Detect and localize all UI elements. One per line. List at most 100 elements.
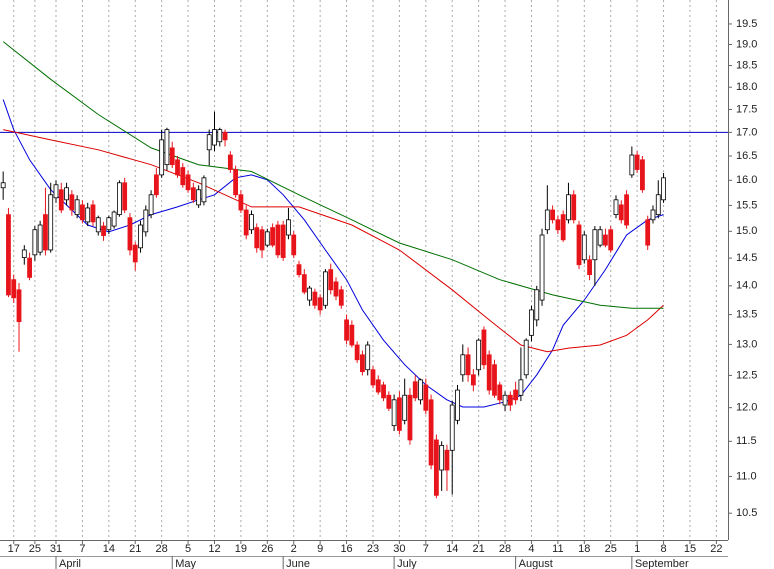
candle-body xyxy=(645,219,651,246)
month-label: June xyxy=(286,558,310,569)
candle-body xyxy=(581,234,587,261)
candle-body xyxy=(64,187,69,201)
candle-body xyxy=(476,339,482,371)
candle-body xyxy=(333,281,339,297)
x-tick-label: 2 xyxy=(291,543,297,555)
candle-body xyxy=(275,224,281,256)
x-tick-label: 26 xyxy=(261,543,273,555)
moving-average-line xyxy=(2,41,664,309)
candle-body xyxy=(69,194,75,211)
candle-body xyxy=(90,204,96,223)
x-tick-label: 8 xyxy=(660,543,666,555)
candle-body xyxy=(465,354,471,376)
candle-body xyxy=(566,194,571,221)
candle-body xyxy=(603,234,608,246)
x-tick-label: 25 xyxy=(29,543,41,555)
candle-body xyxy=(307,287,312,301)
y-tick-label: 13.0 xyxy=(736,338,757,350)
x-tick-label: 4 xyxy=(528,543,534,555)
candle-body xyxy=(608,229,614,251)
candle-body xyxy=(624,194,629,226)
candle-body xyxy=(286,219,291,236)
candle-body xyxy=(534,289,540,321)
candle-body xyxy=(48,194,54,251)
moving-average-line xyxy=(3,129,664,353)
candle-body xyxy=(349,324,355,346)
month-label: May xyxy=(175,558,196,569)
candle-body xyxy=(433,439,439,496)
candle-body xyxy=(629,154,635,176)
candle-body xyxy=(571,194,577,221)
candle-body xyxy=(412,381,418,399)
candle-body xyxy=(518,379,524,396)
candle-body xyxy=(201,177,207,203)
candle-body xyxy=(507,394,513,406)
candle-body xyxy=(513,389,519,401)
candle-body xyxy=(587,259,592,276)
candle-body xyxy=(344,319,349,341)
candle-body xyxy=(16,289,22,323)
month-label: August xyxy=(519,558,553,569)
y-tick-label: 14.5 xyxy=(736,252,757,264)
candle-body xyxy=(164,129,170,166)
candle-body xyxy=(212,129,217,146)
candle-body xyxy=(6,214,11,296)
candle-body xyxy=(95,217,101,233)
candle-body xyxy=(58,189,64,211)
x-tick-label: 5 xyxy=(185,543,191,555)
candle-body xyxy=(423,384,429,411)
candle-body xyxy=(243,209,249,236)
candle-body xyxy=(492,364,497,396)
x-tick-label: 21 xyxy=(129,543,141,555)
x-tick-label: 30 xyxy=(393,543,405,555)
candle-body xyxy=(328,269,334,291)
y-tick-label: 17.5 xyxy=(736,103,757,115)
x-tick-label: 22 xyxy=(710,543,722,555)
candle-body xyxy=(74,199,80,216)
candle-body xyxy=(233,169,239,196)
candle-body xyxy=(640,159,645,191)
x-tick-label: 17 xyxy=(8,543,20,555)
candle-body xyxy=(396,397,402,431)
candle-body xyxy=(132,244,138,263)
candle-body xyxy=(370,369,376,386)
candle-body xyxy=(555,219,561,231)
candle-body xyxy=(655,194,661,216)
candle-body xyxy=(227,154,233,170)
candle-body xyxy=(106,217,112,231)
candle-body xyxy=(439,445,445,471)
x-tick-label: 12 xyxy=(208,543,220,555)
y-tick-label: 11.5 xyxy=(736,435,757,447)
candle-body xyxy=(613,199,619,216)
x-tick-label: 25 xyxy=(605,543,617,555)
x-tick-label: 18 xyxy=(578,543,590,555)
candle-body xyxy=(418,379,423,401)
candle-body xyxy=(301,274,307,293)
candle-body xyxy=(27,257,32,278)
x-tick-label: 21 xyxy=(473,543,485,555)
candle-body xyxy=(391,399,397,427)
y-tick-label: 19.5 xyxy=(736,18,757,30)
x-tick-label: 14 xyxy=(446,543,458,555)
candle-body xyxy=(143,209,149,233)
candle-body xyxy=(481,329,487,366)
y-tick-label: 18.0 xyxy=(736,81,757,93)
candle-body xyxy=(180,167,186,186)
candle-body xyxy=(222,131,228,141)
y-tick-label: 11.0 xyxy=(736,470,757,482)
candle-body xyxy=(460,354,466,376)
month-label: July xyxy=(397,558,417,569)
candle-body xyxy=(386,394,392,409)
candle-body xyxy=(37,224,43,253)
month-label: April xyxy=(59,558,81,569)
candle-body xyxy=(21,249,27,258)
candle-body xyxy=(486,354,492,391)
candle-body xyxy=(550,209,556,221)
x-tick-label: 19 xyxy=(235,543,247,555)
candle-body xyxy=(122,182,128,211)
candle-body xyxy=(470,374,476,386)
candle-body xyxy=(338,289,344,306)
x-tick-label: 23 xyxy=(367,543,379,555)
candle-body xyxy=(138,224,143,249)
candle-body xyxy=(185,174,191,191)
